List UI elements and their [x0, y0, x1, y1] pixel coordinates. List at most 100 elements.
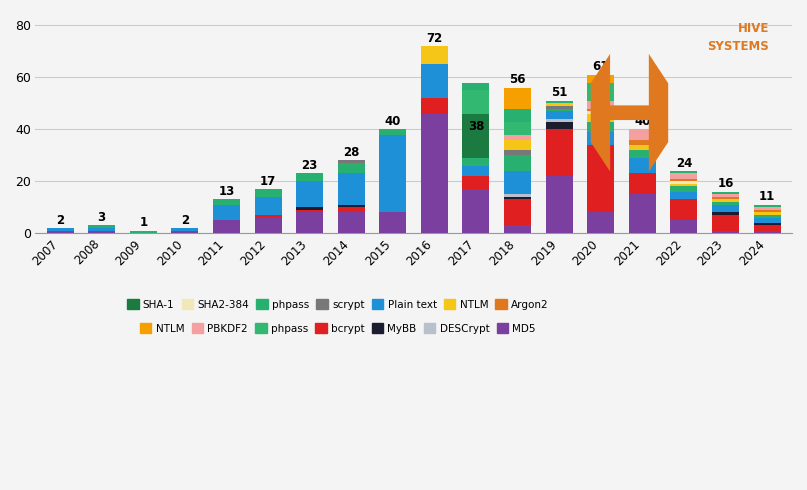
Bar — [504, 135, 531, 140]
Bar — [88, 228, 115, 231]
Bar — [546, 111, 573, 119]
Bar — [504, 150, 531, 155]
Bar — [629, 140, 656, 145]
Text: 38: 38 — [468, 120, 484, 133]
Text: 2: 2 — [56, 214, 65, 227]
Bar — [587, 101, 614, 108]
Bar — [421, 114, 448, 233]
Text: 61: 61 — [592, 60, 609, 74]
Bar — [712, 213, 739, 215]
Bar — [504, 171, 531, 194]
Bar — [254, 189, 282, 197]
Bar — [337, 173, 365, 205]
Bar — [671, 173, 697, 179]
Bar — [421, 98, 448, 114]
Bar — [296, 181, 323, 207]
Bar — [546, 176, 573, 233]
Bar — [546, 129, 573, 176]
Bar — [671, 184, 697, 187]
Bar — [712, 199, 739, 202]
Bar — [754, 213, 780, 215]
Bar — [671, 181, 697, 184]
Text: 16: 16 — [717, 177, 734, 190]
Bar — [213, 199, 240, 205]
Bar — [587, 111, 614, 114]
Bar — [546, 101, 573, 103]
Bar — [462, 90, 490, 114]
Bar — [504, 108, 531, 122]
Bar — [337, 213, 365, 233]
Bar — [712, 197, 739, 199]
Bar — [504, 88, 531, 108]
Text: 3: 3 — [98, 211, 106, 224]
Bar — [712, 202, 739, 205]
Text: 51: 51 — [551, 86, 567, 99]
Bar — [171, 231, 199, 233]
Bar — [47, 228, 73, 231]
Bar — [213, 220, 240, 233]
Polygon shape — [591, 54, 668, 172]
Text: 40: 40 — [634, 115, 650, 128]
Bar — [754, 231, 780, 233]
Bar — [462, 189, 490, 233]
Bar — [296, 210, 323, 213]
Bar — [462, 114, 490, 158]
Bar — [712, 192, 739, 194]
Bar — [587, 122, 614, 132]
Bar — [671, 171, 697, 173]
Bar — [629, 173, 656, 194]
Bar — [254, 215, 282, 218]
Bar — [421, 46, 448, 64]
Text: HIVE
SYSTEMS: HIVE SYSTEMS — [708, 22, 769, 52]
Bar — [379, 213, 406, 233]
Bar — [546, 119, 573, 122]
Bar — [587, 132, 614, 145]
Text: 40: 40 — [385, 115, 401, 128]
Bar — [546, 108, 573, 111]
Bar — [587, 108, 614, 111]
Bar — [754, 207, 780, 210]
Bar — [712, 194, 739, 197]
Bar — [587, 114, 614, 122]
Bar — [754, 223, 780, 225]
Bar — [546, 122, 573, 129]
Bar — [546, 106, 573, 108]
Bar — [296, 213, 323, 233]
Bar — [296, 173, 323, 181]
Bar — [296, 207, 323, 210]
Bar — [504, 122, 531, 135]
Bar — [754, 225, 780, 231]
Text: 72: 72 — [426, 32, 442, 45]
Bar — [587, 75, 614, 82]
Bar — [671, 179, 697, 181]
Text: 11: 11 — [759, 190, 776, 203]
Bar — [629, 145, 656, 150]
Bar — [754, 218, 780, 223]
Bar — [504, 140, 531, 150]
Bar — [546, 103, 573, 106]
Bar — [671, 199, 697, 220]
Bar — [462, 158, 490, 166]
Bar — [504, 155, 531, 171]
Bar — [462, 82, 490, 90]
Text: 13: 13 — [219, 185, 235, 198]
Bar — [462, 176, 490, 189]
Text: 23: 23 — [302, 159, 318, 172]
Bar — [754, 215, 780, 218]
Bar — [754, 210, 780, 213]
Text: 17: 17 — [260, 175, 276, 188]
Bar — [587, 82, 614, 101]
Bar — [88, 225, 115, 228]
Bar — [337, 205, 365, 207]
Bar — [629, 158, 656, 173]
Text: 2: 2 — [181, 214, 189, 227]
Bar — [504, 197, 531, 199]
Bar — [671, 192, 697, 199]
Bar — [88, 231, 115, 233]
Bar — [587, 145, 614, 213]
Bar — [47, 231, 73, 233]
Bar — [712, 215, 739, 231]
Bar — [712, 205, 739, 213]
Bar — [130, 231, 157, 233]
Legend: NTLM, PBKDF2, phpass, bcrypt, MyBB, DESCrypt, MD5: NTLM, PBKDF2, phpass, bcrypt, MyBB, DESC… — [136, 319, 540, 338]
